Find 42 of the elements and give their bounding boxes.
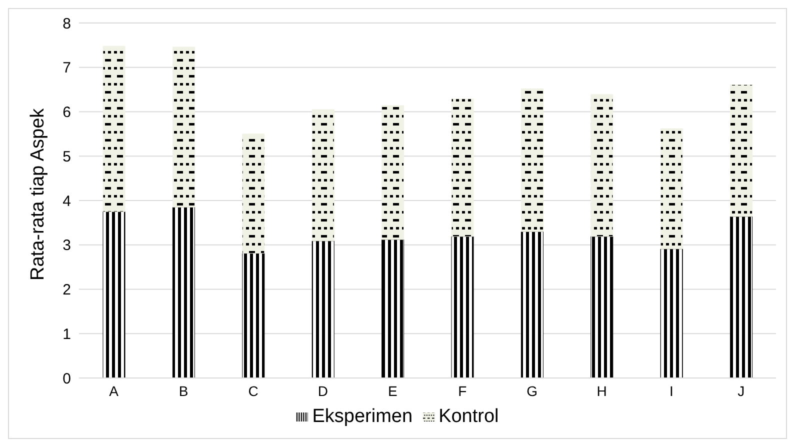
x-tick-label: C bbox=[248, 382, 258, 399]
bar bbox=[102, 46, 126, 212]
bar bbox=[312, 109, 334, 242]
y-tick-label: 6 bbox=[62, 104, 71, 122]
y-tick-label: 1 bbox=[62, 326, 71, 343]
bar bbox=[730, 216, 753, 378]
bar bbox=[660, 248, 683, 378]
bar bbox=[520, 88, 544, 232]
bar bbox=[312, 240, 334, 378]
bar bbox=[520, 231, 544, 378]
y-tick-label: 4 bbox=[62, 192, 71, 210]
bar bbox=[590, 94, 614, 237]
y-tick-label: 2 bbox=[62, 282, 71, 299]
bar bbox=[242, 134, 265, 254]
bar bbox=[590, 236, 614, 378]
y-tick-label: 3 bbox=[62, 237, 71, 254]
x-tick-label: E bbox=[388, 382, 398, 399]
x-tick-label: F bbox=[458, 382, 467, 399]
bar bbox=[102, 211, 126, 378]
bar bbox=[242, 253, 265, 378]
bar bbox=[172, 206, 195, 378]
legend-label: Eksperimen bbox=[312, 406, 413, 427]
bar bbox=[451, 98, 474, 237]
legend-label: Kontrol bbox=[438, 406, 499, 427]
bar bbox=[660, 128, 683, 250]
y-tick-label: 8 bbox=[62, 15, 71, 32]
x-tick-label: I bbox=[670, 382, 674, 399]
bar bbox=[730, 84, 753, 217]
bar bbox=[382, 239, 404, 378]
bar bbox=[172, 46, 195, 208]
x-tick-label: G bbox=[526, 382, 538, 399]
x-tick-label: A bbox=[109, 382, 120, 399]
x-tick-label: J bbox=[738, 382, 745, 399]
x-tick-label: B bbox=[178, 382, 188, 399]
bar bbox=[451, 236, 474, 378]
y-axis-title: Rata-rata tiap Aspek bbox=[28, 108, 49, 280]
x-tick-label: D bbox=[318, 382, 328, 399]
y-tick-label: 0 bbox=[62, 370, 71, 388]
y-tick-label: 7 bbox=[62, 60, 71, 77]
y-tick-label: 5 bbox=[62, 148, 71, 166]
x-tick-label: H bbox=[596, 382, 607, 399]
bar bbox=[382, 105, 404, 240]
